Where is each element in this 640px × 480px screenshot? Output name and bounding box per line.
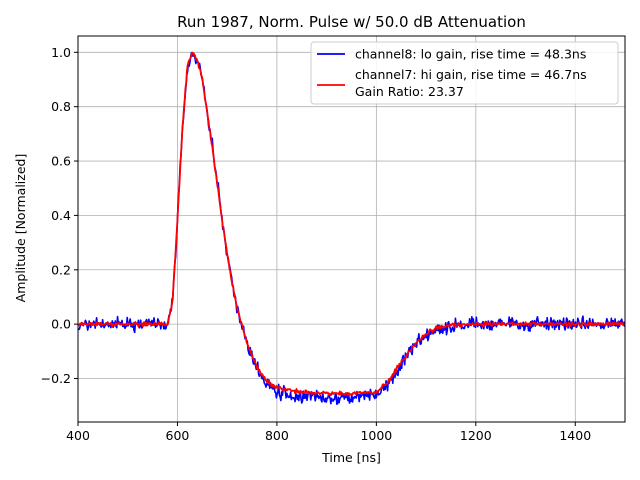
x-axis-label: Time [ns] bbox=[321, 450, 381, 465]
legend-label-channel8: channel8: lo gain, rise time = 48.3ns bbox=[355, 47, 586, 62]
x-tick-label: 400 bbox=[66, 428, 90, 443]
y-tick-label: 0.4 bbox=[51, 208, 71, 223]
plot-series bbox=[78, 51, 625, 405]
legend-label-channel7: channel7: hi gain, rise time = 46.7ns bbox=[355, 67, 587, 82]
axes: 400 600 800 1000 1200 1400 −0.2 0.0 0.2 0.4 0.6 0.8… bbox=[41, 35, 626, 443]
y-tick-label: −0.2 bbox=[41, 371, 71, 386]
series-line-channel7 bbox=[78, 51, 625, 397]
y-tick-label: 0.2 bbox=[51, 262, 71, 277]
x-tick-label: 800 bbox=[265, 428, 289, 443]
legend-gain-ratio: Gain Ratio: 23.37 bbox=[355, 84, 464, 99]
chart-title: Run 1987, Norm. Pulse w/ 50.0 dB Attenua… bbox=[177, 13, 526, 31]
x-tick-label: 1000 bbox=[360, 428, 392, 443]
legend: channel8: lo gain, rise time = 48.3ns cha… bbox=[310, 41, 619, 105]
y-axis-label: Amplitude [Normalized] bbox=[13, 154, 28, 303]
y-tick-label: 0.0 bbox=[51, 317, 71, 332]
y-tick-label: 1.0 bbox=[51, 45, 71, 60]
plot-frame bbox=[77, 35, 626, 423]
y-tick-label: 0.6 bbox=[51, 154, 71, 169]
y-tick-label: 0.8 bbox=[51, 99, 71, 114]
legend-box bbox=[310, 41, 619, 105]
x-tick-label: 600 bbox=[166, 428, 190, 443]
x-tick-label: 1200 bbox=[460, 428, 492, 443]
x-tick-label: 1400 bbox=[559, 428, 591, 443]
